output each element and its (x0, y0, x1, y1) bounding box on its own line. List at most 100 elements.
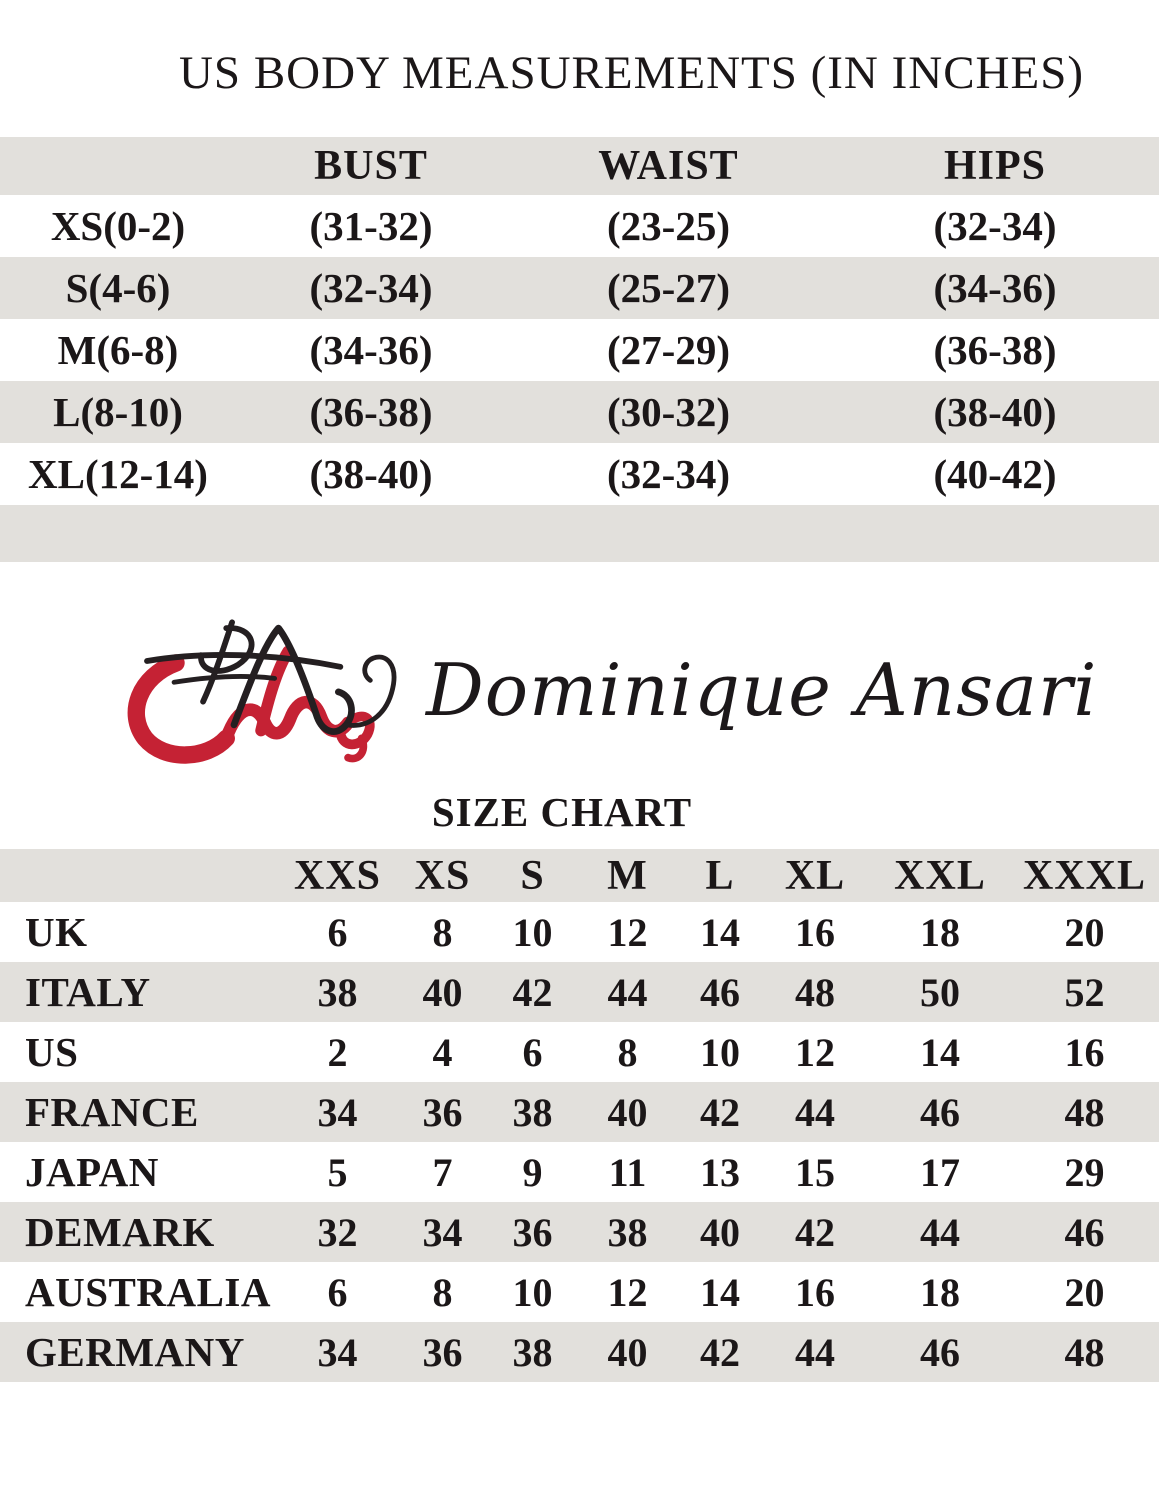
region-label: UK (25, 909, 88, 955)
bust-value: (32-34) (309, 265, 433, 311)
size-value: 40 (700, 1209, 740, 1255)
hips-value: (32-34) (933, 203, 1057, 249)
region-label: JAPAN (25, 1149, 159, 1195)
hips-value: (40-42) (933, 451, 1057, 497)
size-value: 18 (920, 909, 960, 955)
measurements-row: M(6-8) (34-36) (27-29) (36-38) (0, 319, 1159, 381)
waist-value: (23-25) (607, 203, 730, 249)
size-column-header: XXL (894, 852, 986, 899)
region-label: DEMARK (25, 1209, 215, 1255)
size-column-header: M (607, 852, 648, 899)
bust-value: (38-40) (309, 451, 433, 497)
bust-value: (31-32) (309, 203, 433, 249)
size-value: 36 (422, 1329, 463, 1375)
measurements-column-header: HIPS (943, 143, 1047, 189)
measurements-column-header: BUST (314, 143, 428, 189)
size-value: 6 (522, 1029, 543, 1075)
size-chart-corner-cell (0, 849, 280, 902)
size-value: 46 (920, 1089, 960, 1135)
brand-logo-monogram-icon (127, 619, 397, 764)
size-label: XL(12-14) (28, 451, 208, 497)
size-value: 42 (700, 1089, 740, 1135)
hips-value: (36-38) (933, 327, 1057, 373)
size-label: L(8-10) (53, 389, 183, 435)
size-value: 40 (422, 969, 463, 1015)
size-value: 38 (512, 1329, 553, 1375)
brand-name: Dominique Ansari (426, 648, 1098, 732)
size-value: 44 (795, 1329, 835, 1375)
size-value: 36 (422, 1089, 463, 1135)
measurements-title: US BODY MEASUREMENTS (IN INCHES) (178, 47, 1084, 99)
size-value: 8 (432, 1269, 453, 1315)
size-value: 10 (512, 909, 553, 955)
size-value: 14 (920, 1029, 960, 1075)
size-column-header: XS (414, 852, 471, 899)
size-value: 40 (607, 1329, 648, 1375)
size-chart-title: SIZE CHART (431, 789, 693, 835)
measurements-row: L(8-10) (36-38) (30-32) (38-40) (0, 381, 1159, 443)
measurements-row: XL(12-14) (38-40) (32-34) (40-42) (0, 443, 1159, 505)
size-value: 42 (700, 1329, 740, 1375)
divider-band (0, 505, 1159, 562)
region-label: AUSTRALIA (25, 1269, 271, 1315)
brand-header: Dominique Ansari (0, 614, 1159, 766)
size-value: 42 (795, 1209, 835, 1255)
size-chart-row: GERMANY 34 36 38 40 42 44 46 48 (0, 1322, 1159, 1382)
size-value: 14 (700, 1269, 740, 1315)
size-value: 4 (432, 1029, 453, 1075)
size-value: 10 (512, 1269, 553, 1315)
size-chart-row: UK 6 8 10 12 14 16 18 20 (0, 902, 1159, 962)
size-chart-row: DEMARK 32 34 36 38 40 42 44 46 (0, 1202, 1159, 1262)
measurements-corner-cell (0, 137, 236, 195)
size-chart-row: US 2 4 6 8 10 12 14 16 (0, 1022, 1159, 1082)
size-value: 16 (1064, 1029, 1105, 1075)
waist-value: (27-29) (607, 327, 730, 373)
bust-value: (34-36) (309, 327, 433, 373)
size-value: 12 (795, 1029, 835, 1075)
size-value: 17 (920, 1149, 960, 1195)
size-value: 46 (700, 969, 740, 1015)
region-label: US (25, 1029, 79, 1075)
measurements-column-header: WAIST (598, 143, 739, 189)
size-chart-row: AUSTRALIA 6 8 10 12 14 16 18 20 (0, 1262, 1159, 1322)
size-value: 5 (327, 1149, 348, 1195)
size-value: 38 (317, 969, 358, 1015)
size-value: 14 (700, 909, 740, 955)
size-chart-header-row: XXS XS S M L XL XXL XXXL (0, 849, 1159, 902)
size-value: 34 (422, 1209, 463, 1255)
size-value: 11 (608, 1149, 647, 1195)
hips-value: (34-36) (933, 265, 1057, 311)
region-label: FRANCE (25, 1089, 199, 1135)
size-value: 46 (1064, 1209, 1105, 1255)
size-label: S(4-6) (65, 265, 171, 311)
size-value: 40 (607, 1089, 648, 1135)
measurements-header-row: BUST WAIST HIPS (0, 137, 1159, 195)
size-value: 10 (700, 1029, 740, 1075)
size-value: 42 (512, 969, 553, 1015)
size-value: 8 (617, 1029, 638, 1075)
size-column-header: XXXL (1022, 852, 1146, 899)
size-value: 52 (1064, 969, 1105, 1015)
waist-value: (32-34) (607, 451, 730, 497)
size-value: 48 (795, 969, 835, 1015)
size-value: 32 (317, 1209, 358, 1255)
size-value: 2 (327, 1029, 348, 1075)
measurements-row: XS(0-2) (31-32) (23-25) (32-34) (0, 195, 1159, 257)
size-chart-row: JAPAN 5 7 9 11 13 15 17 29 (0, 1142, 1159, 1202)
size-value: 48 (1064, 1329, 1105, 1375)
size-column-header: XL (784, 852, 846, 899)
hips-value: (38-40) (933, 389, 1057, 435)
international-size-chart-table: XXS XS S M L XL XXL XXXL (0, 849, 1159, 1382)
size-chart-row: FRANCE 34 36 38 40 42 44 46 48 (0, 1082, 1159, 1142)
us-body-measurements-table: BUST WAIST HIPS XS(0-2) (31-32) (23-25) … (0, 137, 1159, 505)
size-value: 20 (1064, 909, 1105, 955)
size-value: 6 (327, 1269, 348, 1315)
size-value: 48 (1064, 1089, 1105, 1135)
region-label: ITALY (25, 969, 151, 1015)
size-column-header: S (520, 852, 545, 899)
size-value: 6 (327, 909, 348, 955)
size-value: 34 (317, 1329, 358, 1375)
size-column-header: XXS (293, 852, 382, 899)
size-value: 9 (522, 1149, 543, 1195)
